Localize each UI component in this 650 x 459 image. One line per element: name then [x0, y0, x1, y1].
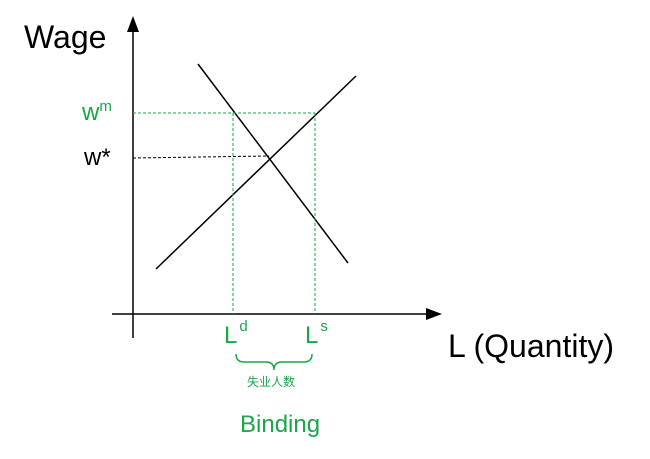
x-axis-label: L (Quantity) — [448, 328, 614, 364]
minimum-wage-label-base: w — [81, 99, 100, 126]
binding-label: Binding — [240, 411, 320, 438]
unemployment-label: 失业人数 — [247, 374, 295, 389]
x-axis-arrowhead — [426, 308, 442, 320]
minimum-wage-label-sup: m — [99, 98, 112, 115]
y-axis-arrowhead — [127, 16, 139, 32]
unemployment-brace — [235, 353, 313, 371]
labor-demand-label-base: L — [224, 322, 237, 349]
equilibrium-wage-label: w* — [83, 144, 111, 171]
labor-supply-label-base: L — [305, 322, 318, 349]
equilibrium-wage-guide — [132, 155, 270, 159]
supply-curve — [155, 75, 357, 270]
y-axis-label: Wage — [24, 19, 106, 55]
labor-demand-label-sup: d — [239, 318, 247, 335]
labor-supply-label-sup: s — [320, 318, 328, 335]
demand-curve — [197, 63, 349, 264]
minimum-wage-label: wm — [81, 98, 112, 126]
